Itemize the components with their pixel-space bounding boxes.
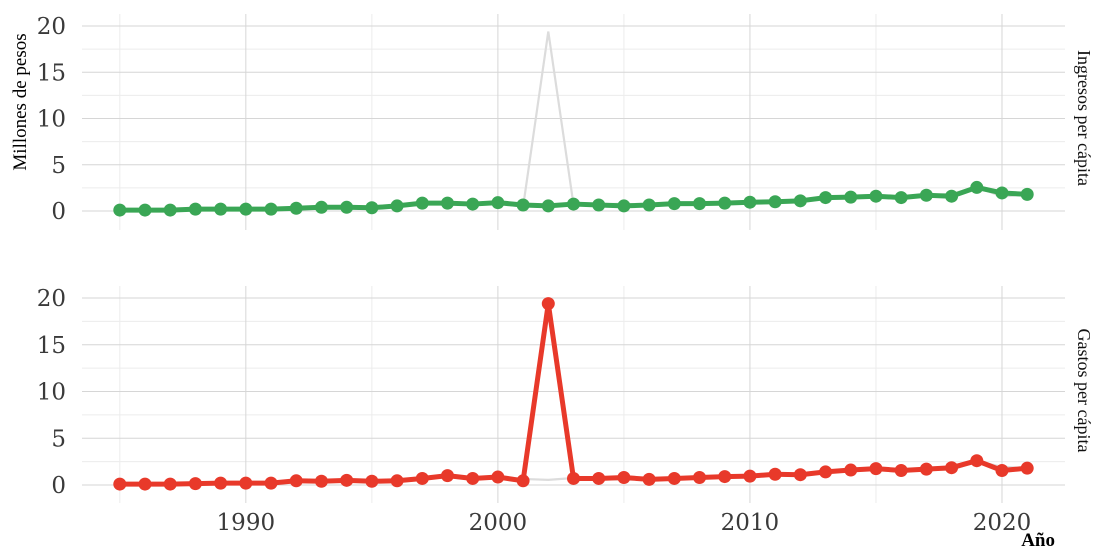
y-tick-label: 5 [51, 426, 66, 452]
x-axis-title: Año [1021, 530, 1055, 551]
data-point [466, 471, 480, 485]
data-point [819, 465, 833, 479]
data-point [567, 471, 580, 485]
data-point [718, 470, 732, 484]
data-point [768, 195, 782, 209]
data-point [491, 196, 505, 210]
data-point [239, 476, 253, 490]
data-point [340, 200, 354, 214]
y-tick-label: 20 [37, 286, 66, 312]
data-point [138, 477, 152, 491]
data-point [314, 474, 328, 488]
panel-ingresos: 0 5 10 15 20 Ingresos per cápita [37, 14, 1094, 230]
data-point [718, 196, 732, 210]
data-point [995, 186, 1009, 200]
data-point [894, 191, 908, 205]
data-point [693, 471, 707, 485]
ghost-series-line [119, 31, 1028, 212]
data-point [214, 202, 228, 216]
data-point [592, 471, 606, 485]
data-point [214, 476, 228, 490]
data-point [365, 474, 379, 488]
data-point [138, 203, 152, 217]
data-point [466, 197, 480, 211]
data-point [642, 198, 656, 212]
y-tick-label: 10 [37, 380, 66, 406]
y-tick-label: 15 [37, 60, 66, 86]
data-point [768, 467, 782, 481]
x-tick-label: 2020 [973, 510, 1032, 536]
data-point [289, 201, 303, 215]
data-point [592, 198, 606, 212]
x-tick-label: 2000 [469, 510, 528, 536]
y-tick-label: 15 [37, 333, 66, 359]
y-tick-label: 0 [51, 473, 66, 499]
data-point [894, 464, 908, 478]
data-point [693, 197, 707, 211]
y-tick-label: 5 [51, 153, 66, 179]
data-point [239, 202, 253, 216]
data-point [516, 474, 530, 488]
data-point [314, 200, 328, 214]
panel-gastos: 0 5 10 15 20 Gastos per cápita [37, 286, 1094, 503]
y-tick-label: 0 [51, 199, 66, 225]
data-point [743, 469, 757, 483]
data-point [667, 197, 681, 211]
data-point [1020, 187, 1034, 201]
data-point [440, 196, 454, 210]
series-line [119, 301, 1028, 487]
data-point [567, 197, 580, 211]
data-point [264, 476, 278, 490]
data-point [919, 188, 933, 202]
facet-label: Ingresos per cápita [1074, 50, 1094, 186]
data-point [869, 462, 883, 476]
data-point [844, 463, 858, 477]
data-point [970, 454, 984, 468]
data-point [667, 471, 681, 485]
data-point [415, 196, 429, 210]
data-point [869, 189, 883, 203]
data-point [163, 477, 177, 491]
data-point [516, 198, 530, 212]
data-point [541, 297, 555, 311]
data-point [264, 202, 278, 216]
data-point [1020, 461, 1034, 475]
data-point [113, 477, 127, 491]
facet-label: Gastos per cápita [1074, 329, 1094, 453]
data-point [945, 461, 959, 475]
data-point [113, 203, 127, 217]
data-point [390, 199, 404, 213]
data-point [743, 195, 757, 209]
data-point [642, 472, 656, 486]
data-point [390, 474, 404, 488]
data-point [340, 473, 354, 487]
data-point [188, 202, 202, 216]
data-point [844, 190, 858, 204]
data-point [365, 201, 379, 215]
data-point [491, 470, 505, 484]
data-point [440, 469, 454, 483]
x-axis: 1990 2000 2010 2020 [217, 510, 1032, 536]
data-point [617, 199, 631, 213]
data-point [793, 468, 807, 482]
y-axis-title: Millones de pesos [10, 33, 31, 170]
data-point [970, 180, 984, 194]
x-tick-label: 1990 [217, 510, 276, 536]
data-point [793, 194, 807, 208]
x-tick-label: 2010 [721, 510, 780, 536]
data-point [995, 464, 1009, 478]
data-point [163, 203, 177, 217]
data-point [289, 474, 303, 488]
data-point [541, 199, 555, 213]
y-tick-label: 10 [37, 107, 66, 133]
data-point [919, 462, 933, 476]
data-point [188, 477, 202, 491]
y-tick-label: 20 [37, 14, 66, 40]
data-point [415, 471, 429, 485]
data-point [617, 471, 631, 485]
data-point [819, 191, 833, 205]
data-point [945, 189, 959, 203]
